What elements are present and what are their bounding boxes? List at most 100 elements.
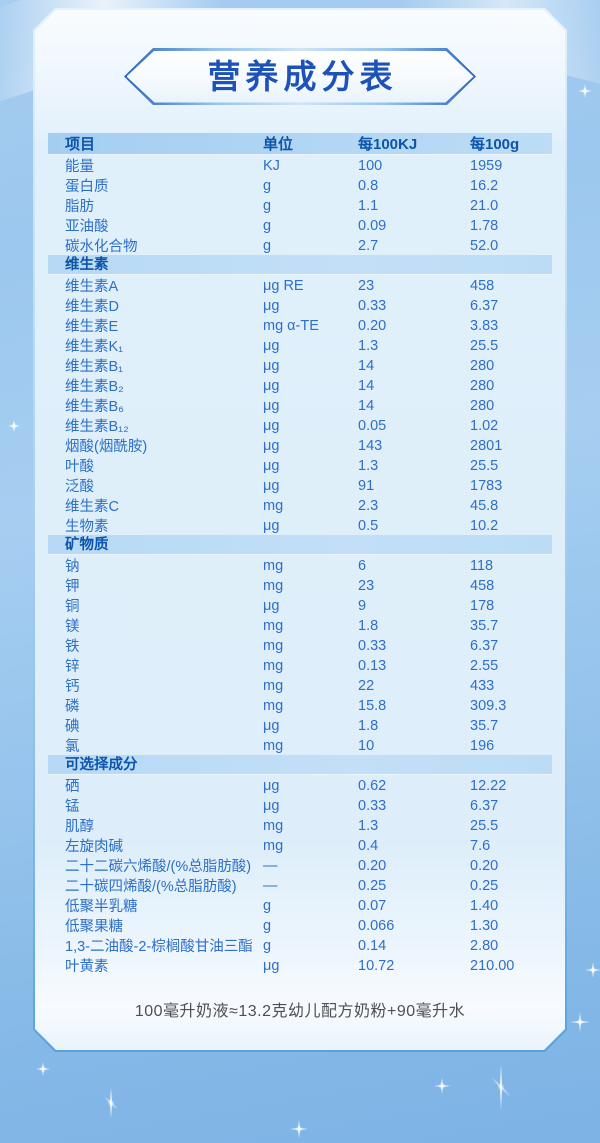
row-unit: g xyxy=(263,937,272,954)
row-unit: KJ xyxy=(263,157,280,174)
row-value-per100g: 280 xyxy=(470,397,495,414)
row-value-per100g: 3.83 xyxy=(470,317,499,334)
table-row: 脂肪 g 1.1 21.0 xyxy=(48,195,552,215)
row-value-per100g: 1.78 xyxy=(470,217,499,234)
row-label: 硒 xyxy=(65,779,80,795)
row-value-per100kj: 0.09 xyxy=(358,217,387,234)
table-row: 叶黄素 μg 10.72 210.00 xyxy=(48,955,552,975)
row-unit: — xyxy=(263,877,278,894)
row-value-per100kj: 0.20 xyxy=(358,857,387,874)
row-label: 维生素B₆ xyxy=(65,399,125,415)
row-value-per100kj: 10.72 xyxy=(358,957,395,974)
table-row: 钾 mg 23 458 xyxy=(48,575,552,595)
row-unit: mg xyxy=(263,617,284,634)
table-row: 钙 mg 22 433 xyxy=(48,675,552,695)
row-value-per100kj: 0.62 xyxy=(358,777,387,794)
row-unit: μg xyxy=(263,437,280,454)
row-label: 磷 xyxy=(65,699,80,715)
row-label: 钠 xyxy=(65,559,80,575)
table-row: 氯 mg 10 196 xyxy=(48,735,552,755)
row-value-per100kj: 0.33 xyxy=(358,297,387,314)
table-row: 镁 mg 1.8 35.7 xyxy=(48,615,552,635)
row-value-per100kj: 1.3 xyxy=(358,337,379,354)
row-value-per100kj: 0.13 xyxy=(358,657,387,674)
row-value-per100kj: 100 xyxy=(358,157,383,174)
table-row: 肌醇 mg 1.3 25.5 xyxy=(48,815,552,835)
row-unit: μg xyxy=(263,357,280,374)
sparkle-icon xyxy=(96,1088,126,1118)
table-row: 维生素B₂ μg 14 280 xyxy=(48,375,552,395)
row-unit: mg xyxy=(263,637,284,654)
row-label: 维生素A xyxy=(65,279,119,295)
table-row: 泛酸 μg 91 1783 xyxy=(48,475,552,495)
row-value-per100g: 1783 xyxy=(470,477,503,494)
row-value-per100g: 458 xyxy=(470,577,495,594)
row-value-per100kj: 0.066 xyxy=(358,917,395,934)
row-value-per100kj: 22 xyxy=(358,677,375,694)
row-unit: g xyxy=(263,897,272,914)
row-value-per100kj: 0.07 xyxy=(358,897,387,914)
sparkle-icon xyxy=(578,84,592,98)
row-unit: μg xyxy=(263,777,280,794)
row-value-per100g: 1959 xyxy=(470,157,503,174)
row-value-per100g: 35.7 xyxy=(470,617,499,634)
column-header-per100kj: 每100KJ xyxy=(358,136,418,153)
table-row: 磷 mg 15.8 309.3 xyxy=(48,695,552,715)
row-value-per100kj: 1.8 xyxy=(358,617,379,634)
row-value-per100kj: 0.4 xyxy=(358,837,379,854)
sparkle-icon xyxy=(585,962,600,978)
row-value-per100g: 6.37 xyxy=(470,637,499,654)
row-value-per100g: 12.22 xyxy=(470,777,507,794)
table-row: 蛋白质 g 0.8 16.2 xyxy=(48,175,552,195)
row-unit: mg xyxy=(263,657,284,674)
sparkle-icon xyxy=(290,1120,308,1138)
row-unit: μg xyxy=(263,957,280,974)
row-value-per100kj: 0.14 xyxy=(358,937,387,954)
row-value-per100g: 1.30 xyxy=(470,917,499,934)
row-unit: mg xyxy=(263,557,284,574)
row-label: 锌 xyxy=(65,659,80,675)
table-row: 碳水化合物 g 2.7 52.0 xyxy=(48,235,552,255)
row-value-per100g: 6.37 xyxy=(470,297,499,314)
row-label: 1,3-二油酸-2-棕榈酸甘油三酯 xyxy=(65,939,253,955)
row-label: 叶黄素 xyxy=(65,959,109,975)
row-label: 低聚半乳糖 xyxy=(65,899,138,915)
row-label: 锰 xyxy=(65,799,80,815)
table-row: 维生素D μg 0.33 6.37 xyxy=(48,295,552,315)
section-header: 矿物质 xyxy=(48,535,552,555)
row-label: 低聚果糖 xyxy=(65,919,123,935)
table-row: 维生素E mg α-TE 0.20 3.83 xyxy=(48,315,552,335)
row-label: 脂肪 xyxy=(65,199,94,215)
row-label: 泛酸 xyxy=(65,479,94,495)
row-label: 钙 xyxy=(65,679,80,695)
row-value-per100g: 210.00 xyxy=(470,957,515,974)
table-row: 1,3-二油酸-2-棕榈酸甘油三酯 g 0.14 2.80 xyxy=(48,935,552,955)
row-value-per100kj: 9 xyxy=(358,597,367,614)
row-unit: μg xyxy=(263,797,280,814)
row-value-per100kj: 14 xyxy=(358,397,375,414)
row-label: 生物素 xyxy=(65,519,109,535)
row-value-per100g: 2.55 xyxy=(470,657,499,674)
row-unit: μg xyxy=(263,517,280,534)
row-value-per100kj: 0.8 xyxy=(358,177,379,194)
table-row: 二十二碳六烯酸/(%总脂肪酸) — 0.20 0.20 xyxy=(48,855,552,875)
row-value-per100kj: 14 xyxy=(358,357,375,374)
table-row: 维生素K₁ μg 1.3 25.5 xyxy=(48,335,552,355)
row-label: 亚油酸 xyxy=(65,219,109,235)
column-header-item: 项目 xyxy=(65,136,96,153)
row-value-per100kj: 1.3 xyxy=(358,457,379,474)
row-label: 维生素B₁₂ xyxy=(65,419,129,435)
row-unit: μg xyxy=(263,457,280,474)
table-row: 能量 KJ 100 1959 xyxy=(48,155,552,175)
column-header-unit: 单位 xyxy=(263,136,294,153)
row-value-per100kj: 0.33 xyxy=(358,637,387,654)
row-label: 维生素B₂ xyxy=(65,379,124,395)
row-label: 左旋肉碱 xyxy=(65,839,123,855)
row-unit: μg xyxy=(263,597,280,614)
row-unit: mg xyxy=(263,817,284,834)
table-row: 硒 μg 0.62 12.22 xyxy=(48,775,552,795)
row-value-per100g: 6.37 xyxy=(470,797,499,814)
row-value-per100kj: 91 xyxy=(358,477,375,494)
row-label: 碳水化合物 xyxy=(65,239,138,255)
table-row: 碘 μg 1.8 35.7 xyxy=(48,715,552,735)
